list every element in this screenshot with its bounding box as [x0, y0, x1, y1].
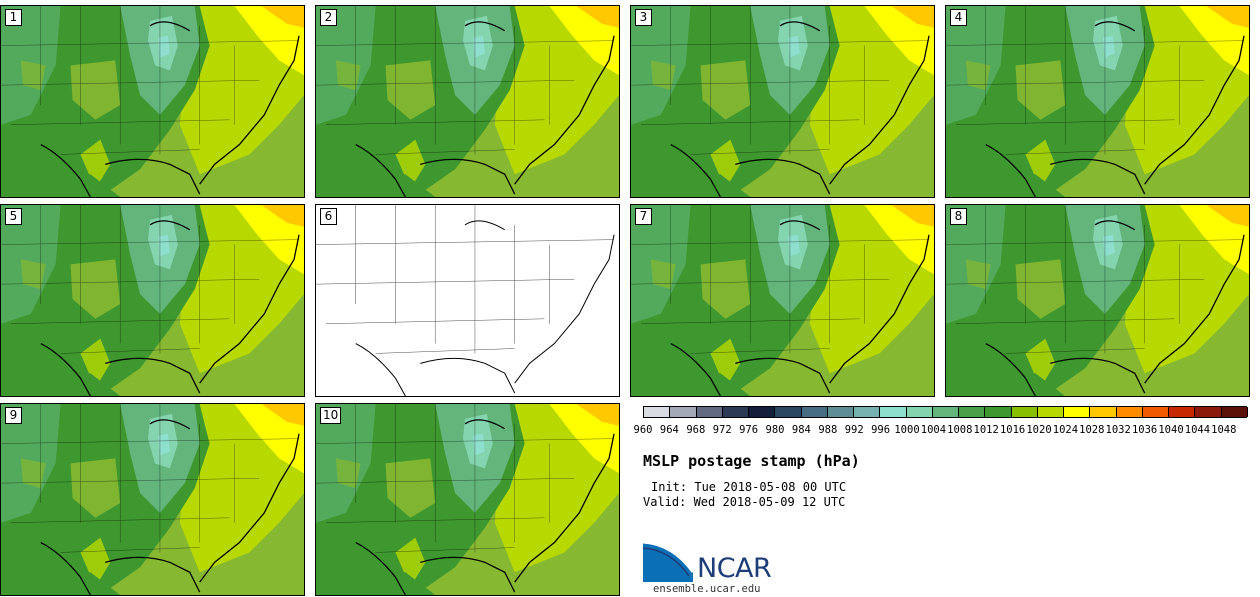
colorbar-swatch	[1169, 407, 1196, 417]
colorbar-swatch	[985, 407, 1012, 417]
mslp-map	[631, 205, 934, 396]
colorbar-tick-label: 1012	[973, 424, 999, 436]
mslp-map	[1, 205, 304, 396]
colorbar-swatch	[775, 407, 802, 417]
chart-title: MSLP postage stamp (hPa)	[643, 452, 860, 470]
colorbar-tick-label: 1040	[1158, 424, 1184, 436]
ensemble-member-panel[interactable]: 5	[0, 204, 305, 397]
colorbar-swatch	[827, 407, 855, 417]
ensemble-member-panel[interactable]: 8	[945, 204, 1250, 397]
blank-map	[316, 205, 619, 396]
colorbar-tick-label: 1004	[920, 424, 947, 436]
mslp-map	[316, 404, 619, 595]
init-time: Init: Tue 2018-05-08 00 UTC	[651, 480, 847, 494]
colorbar-tick-label: 976	[739, 424, 759, 436]
colorbar-tick-label: 980	[765, 424, 785, 436]
ensemble-member-panel[interactable]: 3	[630, 5, 935, 198]
member-number-label: 2	[320, 9, 337, 26]
colorbar-swatch	[1221, 407, 1248, 417]
ensemble-member-panel[interactable]: 1	[0, 5, 305, 198]
colorbar-tick-label: 1036	[1131, 424, 1158, 436]
colorbar-tick-label: 968	[686, 424, 706, 436]
colorbar-tick-label: 996	[871, 424, 891, 436]
colorbar-swatch	[801, 407, 828, 417]
ensemble-member-panel[interactable]: 6	[315, 204, 620, 397]
colorbar-swatch	[906, 407, 933, 417]
mslp-map	[1, 404, 304, 595]
colorbar-swatch	[1142, 407, 1170, 417]
colorbar-swatch	[932, 407, 960, 417]
colorbar-swatch	[959, 407, 986, 417]
ncar-logo-text: NCAR	[697, 553, 772, 584]
colorbar-tick-label: 960	[633, 424, 653, 436]
colorbar-swatch	[854, 407, 881, 417]
colorbar-ticks: 960 964 968 972 976 980 984 988 992 996 1000 1004 10…	[632, 424, 1252, 438]
member-number-label: 9	[5, 407, 22, 424]
colorbar-tick-label: 1024	[1052, 424, 1079, 436]
member-number-label: 6	[320, 208, 337, 225]
colorbar-tick-label: 1020	[1026, 424, 1052, 436]
colorbar-tick-label: 964	[659, 424, 679, 436]
colorbar	[643, 406, 1248, 418]
colorbar-swatch	[1011, 407, 1038, 417]
colorbar-swatch	[880, 407, 907, 417]
ncar-logo-icon	[643, 542, 695, 582]
member-number-label: 3	[635, 9, 652, 26]
colorbar-tick-label: 1048	[1211, 424, 1237, 436]
colorbar-tick-label: 1028	[1079, 424, 1105, 436]
colorbar-tick-label: 992	[844, 424, 864, 436]
valid-time: Valid: Wed 2018-05-09 12 UTC	[643, 495, 846, 509]
colorbar-tick-label: 984	[791, 424, 811, 436]
colorbar-swatch	[722, 407, 750, 417]
ensemble-member-panel[interactable]: 4	[945, 5, 1250, 198]
colorbar-swatch	[644, 407, 671, 417]
ensemble-member-panel[interactable]: 2	[315, 5, 620, 198]
colorbar-tick-label: 988	[818, 424, 838, 436]
colorbar-swatch	[696, 407, 723, 417]
colorbar-tick-label: 1032	[1105, 424, 1131, 436]
colorbar-swatch	[1064, 407, 1091, 417]
colorbar-swatch	[749, 407, 776, 417]
colorbar-swatch	[1116, 407, 1143, 417]
member-number-label: 8	[950, 208, 967, 225]
mslp-map	[1, 6, 304, 197]
mslp-map	[946, 6, 1249, 197]
member-number-label: 1	[5, 9, 22, 26]
mslp-map	[316, 6, 619, 197]
ensemble-member-panel[interactable]: 10	[315, 403, 620, 596]
colorbar-tick-label: 1008	[947, 424, 973, 436]
colorbar-tick-label: 1044	[1184, 424, 1211, 436]
site-url[interactable]: ensemble.ucar.edu	[653, 583, 761, 595]
colorbar-swatch	[670, 407, 697, 417]
colorbar-swatch	[1037, 407, 1065, 417]
ensemble-member-panel[interactable]: 7	[630, 204, 935, 397]
colorbar-tick-label: 972	[712, 424, 732, 436]
member-number-label: 7	[635, 208, 652, 225]
mslp-map	[946, 205, 1249, 396]
colorbar-tick-label: 1000	[894, 424, 920, 436]
ensemble-member-panel[interactable]: 9	[0, 403, 305, 596]
member-number-label: 10	[320, 407, 342, 424]
colorbar-swatch	[1195, 407, 1222, 417]
member-number-label: 5	[5, 208, 22, 225]
mslp-map	[631, 6, 934, 197]
colorbar-swatch	[1090, 407, 1117, 417]
member-number-label: 4	[950, 9, 967, 26]
colorbar-tick-label: 1016	[999, 424, 1026, 436]
